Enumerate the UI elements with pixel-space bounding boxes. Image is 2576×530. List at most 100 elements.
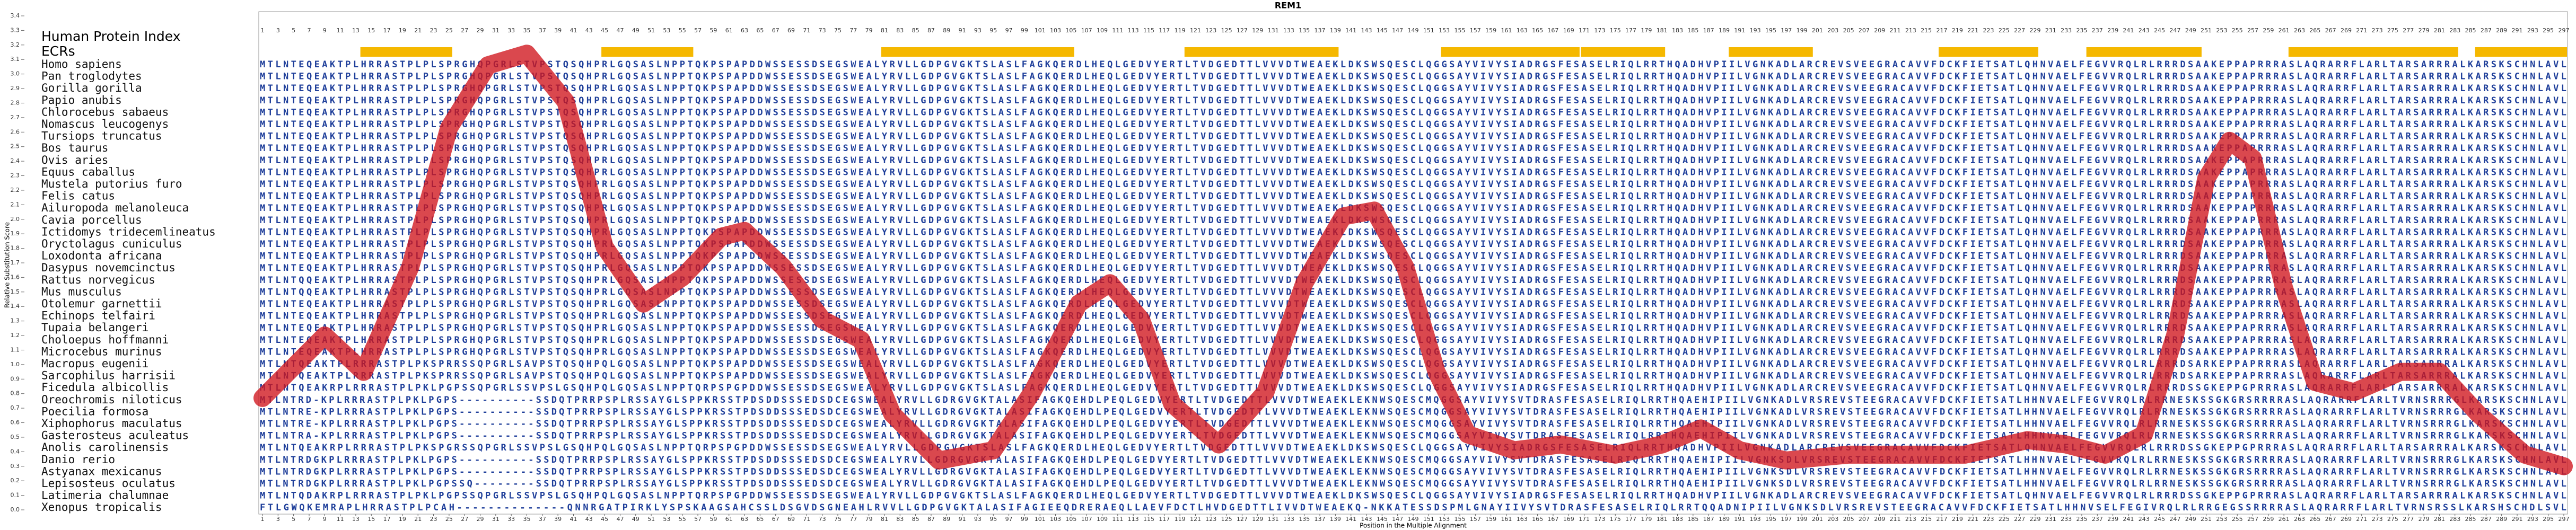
human-index-label: 47 bbox=[616, 27, 624, 34]
human-index-label: 293 bbox=[2527, 27, 2538, 34]
human-index-label: 1 bbox=[261, 27, 265, 34]
x-tick-label: 291 bbox=[2512, 516, 2523, 523]
human-index-label: 37 bbox=[539, 27, 546, 34]
y-tick-label: 1.7 bbox=[11, 259, 20, 266]
x-tick-label: 67 bbox=[772, 516, 779, 523]
x-tick-label: 281 bbox=[2434, 516, 2445, 523]
x-tick-label: 113 bbox=[1128, 516, 1139, 523]
human-index-label: 113 bbox=[1128, 27, 1139, 34]
human-index-label: 253 bbox=[2216, 27, 2227, 34]
y-tick-label: 2.2 bbox=[11, 187, 20, 193]
y-tick-label: 2.6 bbox=[11, 128, 20, 135]
x-tick-label: 65 bbox=[756, 516, 764, 523]
x-tick-label: 275 bbox=[2387, 516, 2398, 523]
species-name: Pan troglodytes bbox=[41, 70, 142, 83]
x-tick-label: 83 bbox=[896, 516, 904, 523]
sequence: MTLNTEQEAKTPLHRRASTPLPLSPRGHQPGRLSTVPSTQ… bbox=[260, 59, 2566, 70]
human-index-label: 259 bbox=[2263, 27, 2274, 34]
species-name: Microcebus murinus bbox=[41, 345, 162, 358]
human-index-label: 297 bbox=[2559, 27, 2570, 34]
species-name: Oreochromis niloticus bbox=[41, 393, 182, 406]
species-name: Mustela putorius furo bbox=[41, 178, 182, 190]
human-index-label: 261 bbox=[2279, 27, 2290, 34]
x-tick-label: 263 bbox=[2294, 516, 2305, 523]
x-tick-label: 21 bbox=[414, 516, 422, 523]
human-index-label: 59 bbox=[709, 27, 717, 34]
y-tick-label: 3.0 bbox=[11, 70, 20, 77]
human-index-label: 145 bbox=[1377, 27, 1388, 34]
human-index-label: 67 bbox=[772, 27, 779, 34]
x-tick-label: 227 bbox=[2014, 516, 2025, 523]
x-tick-label: 47 bbox=[616, 516, 624, 523]
x-tick-label: 81 bbox=[881, 516, 888, 523]
x-tick-label: 39 bbox=[554, 516, 562, 523]
x-tick-label: 125 bbox=[1221, 516, 1232, 523]
x-tick-label: 157 bbox=[1470, 516, 1481, 523]
human-index-label: 137 bbox=[1315, 27, 1326, 34]
human-index-label: 283 bbox=[2449, 27, 2460, 34]
human-index-label: 231 bbox=[2045, 27, 2056, 34]
x-tick-label: 123 bbox=[1205, 516, 1216, 523]
human-index-label: 149 bbox=[1408, 27, 1419, 34]
human-index-label: 21 bbox=[414, 27, 422, 34]
y-tick-label: 2.0 bbox=[11, 216, 20, 223]
species-name: Gasterosteus aculeatus bbox=[41, 429, 189, 442]
x-tick-label: 297 bbox=[2559, 516, 2570, 523]
x-tick-label: 267 bbox=[2325, 516, 2336, 523]
x-tick-label: 71 bbox=[803, 516, 810, 523]
human-index-label: 241 bbox=[2123, 27, 2134, 34]
x-tick-label: 205 bbox=[1843, 516, 1854, 523]
x-tick-label: 27 bbox=[461, 516, 468, 523]
x-tick-label: 195 bbox=[1765, 516, 1776, 523]
species-name: Bos taurus bbox=[41, 142, 108, 154]
human-index-label: 239 bbox=[2107, 27, 2118, 34]
human-index-label: 193 bbox=[1750, 27, 1761, 34]
x-tick-label: 159 bbox=[1485, 516, 1496, 523]
x-tick-label: 61 bbox=[725, 516, 733, 523]
y-tick-label: 2.7 bbox=[11, 114, 20, 121]
human-index-label: 195 bbox=[1765, 27, 1776, 34]
human-index-label: 203 bbox=[1827, 27, 1838, 34]
x-tick-label: 161 bbox=[1501, 516, 1512, 523]
x-tick-label: 69 bbox=[787, 516, 795, 523]
species-name: Gorilla gorilla bbox=[41, 82, 142, 94]
human-index-label: 285 bbox=[2465, 27, 2476, 34]
x-tick-label: 293 bbox=[2527, 516, 2538, 523]
human-index-label: 263 bbox=[2294, 27, 2305, 34]
species-name: Homo sapiens bbox=[41, 58, 122, 70]
x-tick-label: 171 bbox=[1579, 516, 1590, 523]
x-tick-label: 145 bbox=[1377, 516, 1388, 523]
sequence: MTLNTEQEAKTPLHRRASTPLPLSPRGHQPGRLSTVPSTQ… bbox=[260, 72, 2566, 82]
ecr-bar bbox=[881, 47, 1074, 57]
x-tick-label: 141 bbox=[1345, 516, 1356, 523]
human-index-label: 215 bbox=[1921, 27, 1932, 34]
y-tick-label: 0.4 bbox=[11, 448, 20, 455]
x-tick-label: 289 bbox=[2496, 516, 2507, 523]
x-tick-label: 151 bbox=[1423, 516, 1434, 523]
human-index-label: 129 bbox=[1252, 27, 1263, 34]
x-tick-label: 17 bbox=[383, 516, 391, 523]
human-index-label: 51 bbox=[647, 27, 655, 34]
human-index-label: 235 bbox=[2076, 27, 2087, 34]
y-tick-label: 1.9 bbox=[11, 230, 20, 237]
human-index-label: 85 bbox=[912, 27, 919, 34]
human-index-label: 41 bbox=[569, 27, 577, 34]
human-index-label: 53 bbox=[663, 27, 670, 34]
human-index-label: 271 bbox=[2356, 27, 2367, 34]
y-tick-label: 0.6 bbox=[11, 419, 20, 426]
human-index-label: 117 bbox=[1159, 27, 1170, 34]
x-tick-label: 217 bbox=[1937, 516, 1948, 523]
x-tick-label: 73 bbox=[819, 516, 826, 523]
x-tick-label: 127 bbox=[1237, 516, 1248, 523]
human-index-label: 269 bbox=[2341, 27, 2352, 34]
x-tick-label: 63 bbox=[741, 516, 748, 523]
human-index-label: 87 bbox=[927, 27, 935, 34]
y-axis-label: Relative Substitution Score bbox=[4, 222, 11, 308]
human-index-label: 191 bbox=[1734, 27, 1745, 34]
species-name: Macropus eugenii bbox=[41, 357, 148, 370]
human-index-label: 163 bbox=[1517, 27, 1528, 34]
sequence: MTLNTEQEAKTPLHRRASTPLPLSPRGHQPGRLSTVPSTQ… bbox=[260, 167, 2566, 178]
human-index-label: 289 bbox=[2496, 27, 2507, 34]
human-index-label: 75 bbox=[834, 27, 842, 34]
sequence: MTLNTEQEAKTPLHRRASTPLPLSPRGHQPGRLSTVPSTQ… bbox=[260, 143, 2566, 154]
